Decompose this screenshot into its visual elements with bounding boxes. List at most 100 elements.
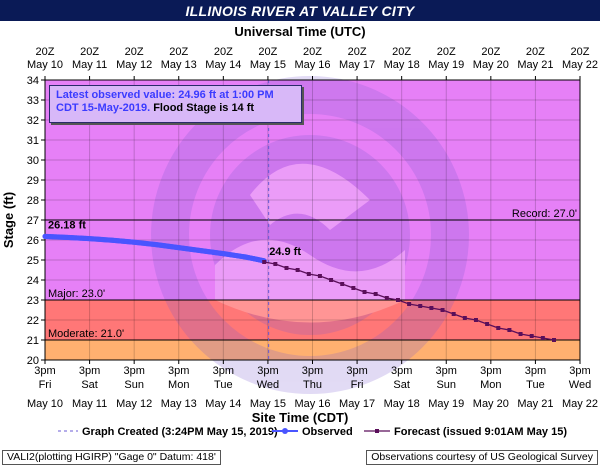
- forecast-point: [440, 308, 445, 312]
- observed-start-label: 26.18 ft: [48, 219, 86, 231]
- y-tick-label: 34: [27, 75, 39, 87]
- y-tick-label: 24: [27, 275, 39, 287]
- forecast-point: [340, 282, 345, 286]
- flood-zone-major: [45, 300, 580, 340]
- forecast-start-label: 24.9 ft: [269, 246, 301, 258]
- bottom-tick-time: 3pm: [569, 365, 590, 377]
- top-tick-date: May 20: [473, 59, 509, 71]
- y-tick-label: 23: [27, 295, 39, 307]
- forecast-point: [462, 316, 467, 320]
- forecast-point: [496, 326, 501, 330]
- bottom-tick-date: May 19: [428, 398, 464, 410]
- bottom-axis-title: Site Time (CDT): [252, 410, 349, 425]
- data-credit-note: Observations courtesy of US Geological S…: [366, 450, 598, 465]
- bottom-tick-date: May 22: [562, 398, 598, 410]
- bottom-tick-time: 3pm: [346, 365, 367, 377]
- top-tick-date: May 19: [428, 59, 464, 71]
- top-tick-date: May 10: [27, 59, 63, 71]
- y-axis-title: Stage (ft): [1, 192, 16, 248]
- top-tick-date: May 18: [384, 59, 420, 71]
- bottom-tick-day: Sat: [81, 379, 98, 391]
- forecast-point: [395, 298, 400, 302]
- page-title: ILLINOIS RIVER AT VALLEY CITY: [185, 3, 415, 19]
- y-tick-label: 25: [27, 255, 39, 267]
- forecast-point: [295, 268, 300, 272]
- bottom-tick-day: Mon: [168, 379, 189, 391]
- bottom-tick-time: 3pm: [123, 365, 144, 377]
- forecast-point: [407, 302, 412, 306]
- noaa-seal-center: [210, 135, 410, 335]
- y-tick-label: 32: [27, 115, 39, 127]
- forecast-point: [529, 334, 534, 338]
- top-tick-date: May 13: [161, 59, 197, 71]
- top-tick-time: 20Z: [36, 46, 55, 58]
- top-tick-time: 20Z: [169, 46, 188, 58]
- top-tick-date: May 12: [116, 59, 152, 71]
- forecast-point: [384, 296, 389, 300]
- bottom-tick-time: 3pm: [79, 365, 100, 377]
- bottom-tick-date: May 11: [72, 398, 107, 410]
- forecast-point: [551, 338, 556, 342]
- bottom-tick-day: Mon: [480, 379, 501, 391]
- forecast-point: [418, 304, 423, 308]
- forecast-point: [451, 312, 456, 316]
- top-tick-time: 20Z: [80, 46, 99, 58]
- latest-observed-date: CDT 15-May-2019.: [56, 102, 151, 114]
- noaa-seal-bird: [250, 163, 370, 230]
- y-tick-label: 29: [27, 175, 39, 187]
- y-tick-label: 22: [27, 315, 39, 327]
- bottom-tick-day: Sun: [124, 379, 144, 391]
- bottom-tick-time: 3pm: [34, 365, 55, 377]
- bottom-tick-date: May 10: [27, 398, 63, 410]
- y-tick-label: 31: [27, 135, 39, 147]
- y-tick-label: 27: [27, 215, 39, 227]
- forecast-point: [306, 272, 311, 276]
- bottom-tick-time: 3pm: [257, 365, 278, 377]
- top-tick-date: May 11: [72, 59, 107, 71]
- bottom-tick-date: May 12: [116, 398, 152, 410]
- legend-observed-label: Observed: [302, 426, 353, 438]
- gage-datum-note: VALI2(plotting HGIRP) "Gage 0" Datum: 41…: [2, 450, 221, 465]
- bottom-tick-date: May 16: [294, 398, 330, 410]
- bottom-tick-date: May 13: [161, 398, 197, 410]
- top-tick-date: May 14: [205, 59, 241, 71]
- bottom-tick-day: Tue: [214, 379, 233, 391]
- bottom-tick-date: May 17: [339, 398, 375, 410]
- forecast-point: [317, 274, 322, 278]
- bottom-tick-time: 3pm: [213, 365, 234, 377]
- bottom-tick-date: May 15: [250, 398, 286, 410]
- hydrograph-chart: Record: 27.0' Major: 23.0' Moderate: 21.0'…: [1, 24, 598, 438]
- top-tick-time: 20Z: [214, 46, 233, 58]
- forecast-point: [362, 290, 367, 294]
- forecast-point: [518, 332, 523, 336]
- top-tick-date: May 21: [517, 59, 553, 71]
- noaa-seal-ring: [151, 76, 469, 394]
- legend-forecast-swatch: [375, 429, 379, 433]
- top-tick-date: May 22: [562, 59, 598, 71]
- bottom-tick-day: Thu: [303, 379, 322, 391]
- bottom-tick-time: 3pm: [302, 365, 323, 377]
- bottom-tick-day: Fri: [39, 379, 52, 391]
- bottom-tick-time: 3pm: [391, 365, 412, 377]
- top-tick-time: 20Z: [571, 46, 590, 58]
- flood-stage-text: Flood Stage is 14 ft: [150, 102, 255, 114]
- bottom-tick-date: May 20: [473, 398, 509, 410]
- flood-zone-moderate: [45, 340, 580, 360]
- top-axis-title: Universal Time (UTC): [234, 24, 365, 39]
- bottom-tick-time: 3pm: [525, 365, 546, 377]
- forecast-point: [507, 328, 512, 332]
- top-tick-time: 20Z: [526, 46, 545, 58]
- bottom-tick-date: May 21: [517, 398, 553, 410]
- top-tick-time: 20Z: [392, 46, 411, 58]
- top-tick-time: 20Z: [258, 46, 277, 58]
- y-tick-label: 26: [27, 235, 39, 247]
- latest-observation-box: Latest observed value: 24.96 ft at 1:00 …: [49, 85, 302, 123]
- bottom-tick-day: Sun: [436, 379, 456, 391]
- y-tick-label: 21: [27, 335, 39, 347]
- forecast-point: [429, 306, 434, 310]
- legend-observed-swatch: [282, 428, 288, 434]
- bottom-tick-time: 3pm: [480, 365, 501, 377]
- forecast-point: [284, 266, 289, 270]
- record-stage-label: Record: 27.0': [512, 208, 577, 220]
- top-tick-time: 20Z: [437, 46, 456, 58]
